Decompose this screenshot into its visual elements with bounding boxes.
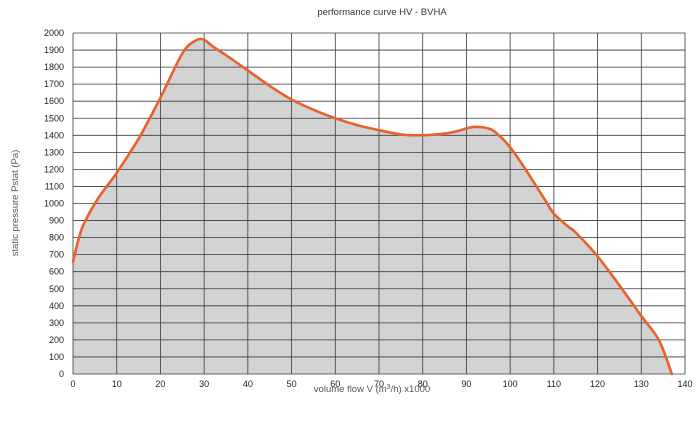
x-tick-label: 0 xyxy=(70,379,75,389)
y-tick-label: 1300 xyxy=(44,147,64,157)
x-tick-label: 110 xyxy=(547,379,561,389)
x-tick-label: 40 xyxy=(243,379,253,389)
y-tick-label: 100 xyxy=(49,352,64,362)
y-tick-label: 1500 xyxy=(44,113,64,123)
y-tick-label: 1900 xyxy=(44,45,64,55)
y-tick-label: 400 xyxy=(49,301,64,311)
y-axis-ticks: 0 100 200 300 400 500 600 700 800 900 1000 1100 1200… xyxy=(44,28,64,379)
y-tick-label: 1000 xyxy=(44,199,64,209)
y-tick-label: 600 xyxy=(49,267,64,277)
y-axis-label: static pressure Pstat (Pa) xyxy=(10,150,21,257)
x-tick-label: 120 xyxy=(590,379,605,389)
series-curve xyxy=(71,37,674,376)
y-tick-label: 2000 xyxy=(44,28,64,38)
chart-title: performance curve HV - BVHA xyxy=(317,7,447,18)
curve-layer xyxy=(71,37,674,376)
x-tick-label: 60 xyxy=(330,379,340,389)
plot-area xyxy=(73,39,672,374)
x-tick-label: 30 xyxy=(199,379,209,389)
y-tick-label: 1100 xyxy=(45,181,64,191)
x-tick-label: 70 xyxy=(374,379,384,389)
x-tick-label: 90 xyxy=(461,379,471,389)
y-tick-label: 200 xyxy=(49,335,64,345)
x-axis-ticks: 0 10 20 30 40 50 60 70 80 90 100 110 120 130 140 xyxy=(70,379,692,389)
x-tick-label: 100 xyxy=(503,379,518,389)
x-tick-label: 130 xyxy=(634,379,649,389)
x-tick-label: 80 xyxy=(418,379,428,389)
y-tick-label: 1200 xyxy=(44,164,64,174)
y-tick-label: 1700 xyxy=(44,79,64,89)
x-tick-label: 20 xyxy=(155,379,165,389)
area-fill xyxy=(73,39,672,374)
y-tick-label: 300 xyxy=(49,318,64,328)
y-tick-label: 700 xyxy=(49,250,64,260)
y-tick-label: 500 xyxy=(49,284,64,294)
x-tick-label: 140 xyxy=(677,379,692,389)
y-tick-label: 900 xyxy=(49,216,64,226)
y-tick-label: 0 xyxy=(59,369,64,379)
grid xyxy=(72,32,686,375)
y-tick-label: 800 xyxy=(49,233,64,243)
y-tick-label: 1400 xyxy=(44,130,64,140)
x-tick-label: 50 xyxy=(287,379,297,389)
y-tick-label: 1800 xyxy=(44,62,64,72)
x-axis-label: volume flow V (m3/h) x1000 xyxy=(314,384,430,396)
x-tick-label: 10 xyxy=(112,379,122,389)
y-tick-label: 1600 xyxy=(44,96,64,106)
